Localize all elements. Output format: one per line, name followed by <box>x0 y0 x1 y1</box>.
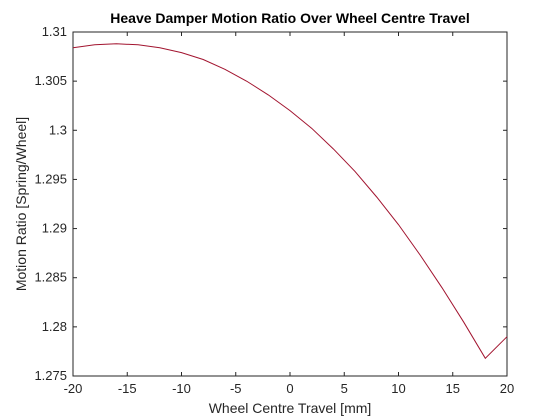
y-tick-label: 1.31 <box>42 24 67 39</box>
y-tick-label: 1.28 <box>42 319 67 334</box>
series-line-0 <box>72 43 508 360</box>
y-tick-label: 1.3 <box>49 122 67 137</box>
y-tick-label: 1.275 <box>34 368 67 383</box>
y-tick-label: 1.295 <box>34 171 67 186</box>
chart-title: Heave Damper Motion Ratio Over Wheel Cen… <box>110 10 469 26</box>
y-axis-label: Motion Ratio [Spring/Wheel] <box>13 117 29 291</box>
y-axis: 1.275 1.28 1.285 1.29 1.295 1.3 1.305 1.31 <box>34 24 507 383</box>
y-tick-label: 1.285 <box>34 270 67 285</box>
x-tick-label: -10 <box>172 381 191 396</box>
series-group <box>72 43 508 360</box>
x-tick-label: -20 <box>64 381 83 396</box>
x-tick-label: 15 <box>446 381 460 396</box>
x-tick-label: -15 <box>118 381 137 396</box>
x-tick-label: 0 <box>286 381 293 396</box>
x-tick-label: -5 <box>230 381 242 396</box>
x-axis: -20 -15 -10 -5 0 5 10 15 20 <box>64 32 514 396</box>
y-tick-label: 1.29 <box>42 221 67 236</box>
y-tick-label: 1.305 <box>34 73 67 88</box>
x-tick-label: 5 <box>341 381 348 396</box>
x-tick-label: 10 <box>391 381 405 396</box>
x-axis-label: Wheel Centre Travel [mm] <box>209 400 372 416</box>
plot-area <box>72 31 508 377</box>
x-tick-label: 20 <box>500 381 514 396</box>
